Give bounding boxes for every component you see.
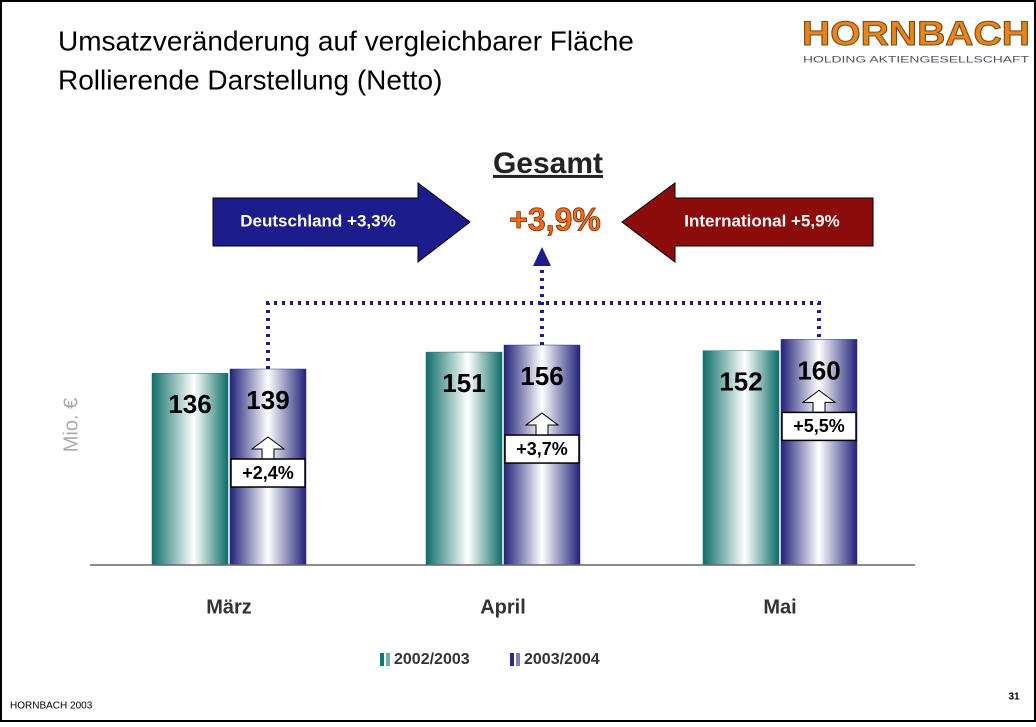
arrow-label: Deutschland +3,3%	[240, 211, 395, 230]
page-number: 31	[1008, 692, 1020, 703]
legend-swatch	[510, 653, 514, 666]
bar-value-label: 139	[246, 385, 289, 415]
arrow-left	[212, 182, 471, 264]
title-line: Rollierende Darstellung (Netto)	[58, 64, 442, 95]
headline: Gesamt	[493, 147, 603, 180]
connector-head	[533, 247, 551, 266]
logo-subtitle: HOLDING AKTIENGESELLSCHAFT	[803, 54, 1030, 64]
change-arrow	[524, 412, 560, 436]
bar-value-label: 156	[520, 361, 563, 391]
legend-swatch	[386, 653, 390, 666]
footer: HORNBACH 2003	[10, 701, 93, 712]
arrow-label: International +5,9%	[684, 211, 839, 230]
bar-value-label: 151	[442, 368, 485, 398]
title-line: Umsatzveränderung auf vergleichbarer Flä…	[58, 25, 634, 56]
legend-label: 2002/2003	[394, 651, 470, 668]
x-tick-label: Mai	[763, 596, 796, 618]
legend-label: 2003/2004	[524, 651, 600, 668]
change-arrow	[250, 436, 286, 460]
bar	[702, 350, 780, 566]
bar	[425, 351, 503, 566]
change-box	[504, 434, 580, 464]
arrow-right	[621, 182, 874, 264]
change-label: +3,7%	[516, 439, 568, 459]
logo: HORNBACH	[802, 15, 1030, 53]
change-box	[230, 458, 306, 488]
x-tick-label: März	[206, 596, 252, 618]
legend-swatch	[380, 653, 384, 666]
change-label: +2,4%	[242, 463, 294, 483]
legend-swatch	[516, 653, 520, 666]
connector	[266, 301, 821, 370]
bar-value-label: 152	[719, 367, 762, 397]
bar-value-label: 136	[168, 389, 211, 419]
change-box	[781, 411, 857, 442]
y-axis-label: Mio. €	[60, 398, 82, 452]
total-label: +3,9%	[509, 201, 601, 237]
change-label: +5,5%	[793, 416, 845, 436]
bar-value-label: 160	[797, 355, 840, 385]
change-arrow	[801, 389, 837, 413]
x-tick-label: April	[480, 596, 526, 618]
